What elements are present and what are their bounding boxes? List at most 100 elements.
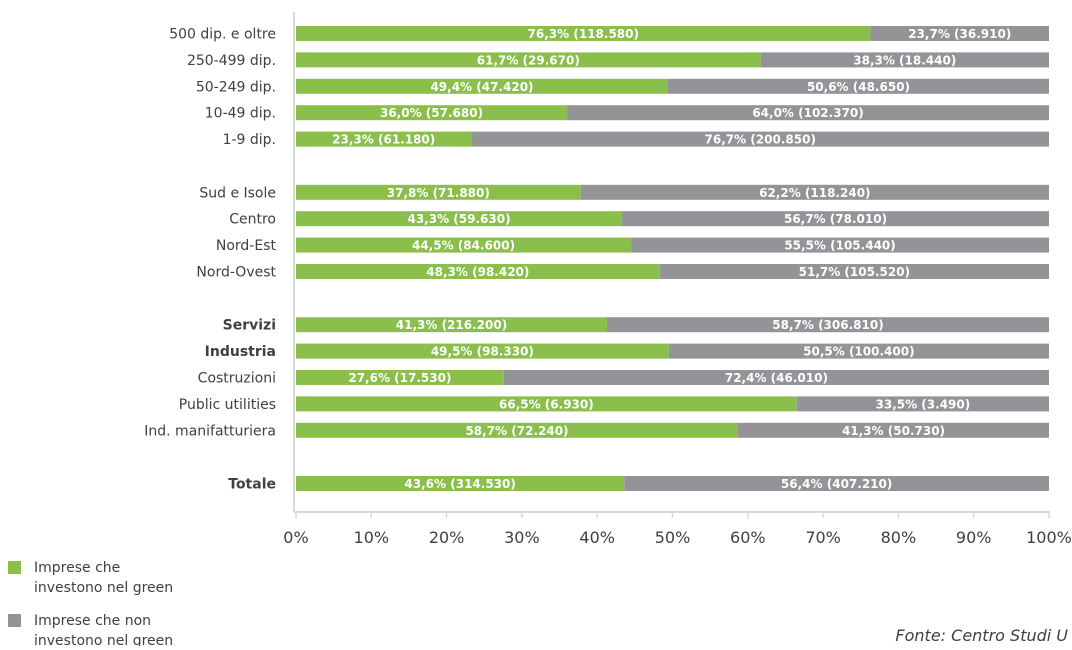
x-tick-label: 20% xyxy=(429,528,465,547)
bar-green-50-249-dip xyxy=(296,78,668,94)
data-label-green-costruzioni: 27,6% (17.530) xyxy=(348,371,451,385)
bar-non-green-industria xyxy=(668,343,1049,359)
bar-non-green-costruzioni xyxy=(503,370,1049,385)
data-label-green-1-9-dip: 23,3% (61.180) xyxy=(332,133,435,147)
bar-non-green-totale xyxy=(624,476,1049,491)
data-label-non-green-industria: 50,5% (100.400) xyxy=(803,345,914,359)
data-label-green-public-utilities: 66,5% (6.930) xyxy=(499,397,594,411)
category-label-500-dip-e-oltre: 500 dip. e oltre xyxy=(169,27,276,43)
bar-green-nord-ovest xyxy=(296,264,660,279)
category-label-totale: Totale xyxy=(228,477,276,493)
data-label-green-nord-ovest: 48,3% (98.420) xyxy=(426,265,529,279)
data-label-non-green-250-499-dip: 38,3% (18.440) xyxy=(853,53,956,67)
bar-non-green-servizi xyxy=(606,317,1049,333)
data-label-non-green-totale: 56,4% (407.210) xyxy=(781,477,892,491)
bar-non-green-ind-manifatturiera xyxy=(738,422,1049,438)
bar-non-green-nord-est xyxy=(631,237,1049,253)
bar-green-servizi xyxy=(296,317,607,333)
x-tick-label: 90% xyxy=(956,528,992,547)
data-label-non-green-nord-est: 55,5% (105.440) xyxy=(784,239,895,253)
category-labels: 500 dip. e oltre 250-499 dip. 50-249 dip. 1… xyxy=(144,27,276,493)
bar-non-green-public-utilities xyxy=(796,396,1049,412)
x-tick-label: 60% xyxy=(730,528,766,547)
data-label-non-green-ind-manifatturiera: 41,3% (50.730) xyxy=(842,424,945,438)
data-label-green-centro: 43,3% (59.630) xyxy=(407,212,510,226)
x-tick-label: 50% xyxy=(655,528,691,547)
data-label-green-50-249-dip: 49,4% (47.420) xyxy=(430,80,533,94)
data-label-non-green-public-utilities: 33,5% (3.490) xyxy=(876,397,971,411)
data-label-green-10-49-dip: 36,0% (57.680) xyxy=(380,106,483,120)
bar-green-centro xyxy=(296,211,623,227)
data-label-non-green-costruzioni: 72,4% (46.010) xyxy=(725,371,828,385)
category-label-public-utilities: Public utilities xyxy=(179,397,276,413)
x-tick-label: 30% xyxy=(504,528,540,547)
category-label-industria: Industria xyxy=(205,344,276,360)
bar-green-sud-e-isole xyxy=(296,184,581,200)
category-label-nord-est: Nord-Est xyxy=(216,238,277,254)
bar-green-public-utilities xyxy=(296,396,797,412)
data-label-green-totale: 43,6% (314.530) xyxy=(404,477,515,491)
bar-non-green-50-249-dip xyxy=(667,78,1049,94)
data-label-non-green-centro: 56,7% (78.010) xyxy=(784,212,887,226)
category-label-ind-manifatturiera: Ind. manifatturiera xyxy=(144,423,276,439)
bar-green-industria xyxy=(296,343,669,359)
data-label-green-sud-e-isole: 37,8% (71.880) xyxy=(387,186,490,200)
x-tick-label: 40% xyxy=(579,528,615,547)
bars-layer: 76,3% (118.580) 23,7% (36.910) 61,7% (29.6… xyxy=(296,26,1050,491)
bar-green-ind-manifatturiera xyxy=(296,422,739,438)
bar-non-green-nord-ovest xyxy=(659,264,1049,279)
legend-label: investono nel green xyxy=(34,633,173,646)
category-label-sud-e-isole: Sud e Isole xyxy=(199,185,276,201)
bar-non-green-sud-e-isole xyxy=(580,184,1049,200)
data-label-non-green-sud-e-isole: 62,2% (118.240) xyxy=(759,186,870,200)
bar-green-10-49-dip xyxy=(296,105,568,121)
data-label-green-ind-manifatturiera: 58,7% (72.240) xyxy=(465,424,568,438)
bar-green-totale xyxy=(296,476,625,491)
category-label-nord-ovest: Nord-Ovest xyxy=(196,265,276,281)
data-label-green-nord-est: 44,5% (84.600) xyxy=(412,239,515,253)
category-label-50-249-dip: 50-249 dip. xyxy=(196,79,276,95)
bar-non-green-1-9-dip xyxy=(471,131,1050,147)
data-label-non-green-1-9-dip: 76,7% (200.850) xyxy=(705,133,816,147)
bar-green-500-dip-e-oltre xyxy=(296,26,871,41)
category-label-centro: Centro xyxy=(229,212,276,228)
data-label-non-green-nord-ovest: 51,7% (105.520) xyxy=(799,265,910,279)
bar-non-green-500-dip-e-oltre xyxy=(870,26,1049,41)
x-tick-label: 0% xyxy=(283,528,308,547)
data-label-non-green-servizi: 58,7% (306.810) xyxy=(772,318,883,332)
bar-green-costruzioni xyxy=(296,370,504,385)
category-label-servizi: Servizi xyxy=(223,318,276,334)
x-tick-label: 70% xyxy=(805,528,841,547)
data-label-green-industria: 49,5% (98.330) xyxy=(431,345,534,359)
category-label-1-9-dip: 1-9 dip. xyxy=(223,132,276,148)
legend-swatch-non-green xyxy=(8,614,21,627)
x-tick-label: 100% xyxy=(1026,528,1072,547)
data-label-non-green-500-dip-e-oltre: 23,7% (36.910) xyxy=(908,27,1011,41)
bar-green-1-9-dip xyxy=(296,131,472,147)
data-label-green-250-499-dip: 61,7% (29.670) xyxy=(477,53,580,67)
bar-green-250-499-dip xyxy=(296,52,761,68)
category-label-250-499-dip: 250-499 dip. xyxy=(187,53,276,69)
x-tick-labels: 0% 10% 20% 30% 40% 50% 60% 70% 80% 90% 100% xyxy=(283,512,1072,547)
data-label-green-500-dip-e-oltre: 76,3% (118.580) xyxy=(528,27,639,41)
bar-non-green-centro xyxy=(622,211,1049,227)
bar-green-nord-est xyxy=(296,237,632,253)
bar-non-green-10-49-dip xyxy=(567,105,1049,121)
legend-label: investono nel green xyxy=(34,580,173,596)
source-text: Fonte: Centro Studi U xyxy=(895,626,1068,645)
data-label-non-green-50-249-dip: 50,6% (48.650) xyxy=(807,80,910,94)
legend-label: Imprese che non xyxy=(34,613,151,629)
category-label-costruzioni: Costruzioni xyxy=(198,371,276,387)
x-tick-label: 10% xyxy=(354,528,390,547)
data-label-green-servizi: 41,3% (216.200) xyxy=(396,318,507,332)
source-note: Fonte: Centro Studi U xyxy=(895,626,1068,645)
x-tick-label: 80% xyxy=(881,528,917,547)
category-label-10-49-dip: 10-49 dip. xyxy=(205,106,276,122)
bar-non-green-250-499-dip xyxy=(760,52,1049,68)
legend: Imprese che investono nel green Imprese ch… xyxy=(8,560,173,649)
data-label-non-green-10-49-dip: 64,0% (102.370) xyxy=(752,106,863,120)
legend-swatch-green xyxy=(8,561,21,574)
legend-label: Imprese che xyxy=(34,560,120,576)
